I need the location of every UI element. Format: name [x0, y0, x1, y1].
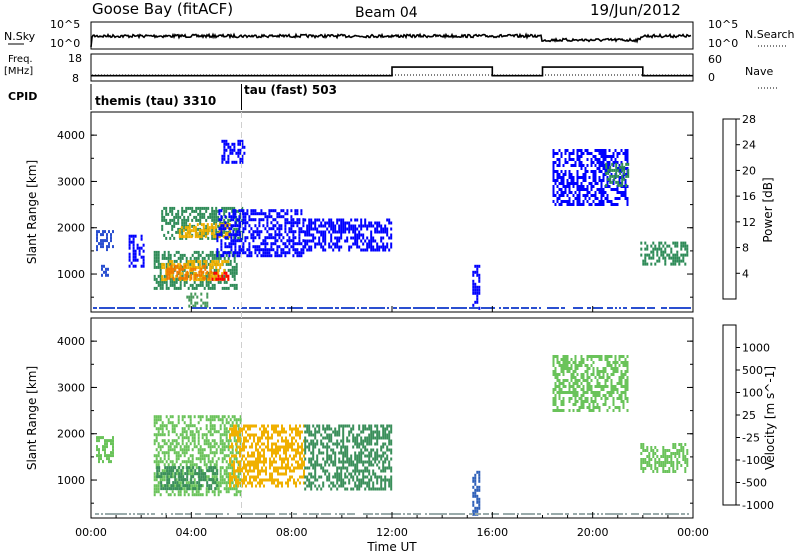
noise-sky-label: N.Sky [4, 30, 36, 43]
freq-tick-top: 18 [68, 52, 82, 65]
power-region [216, 209, 305, 258]
power-region [605, 162, 630, 187]
power-region [552, 149, 629, 206]
y-tick-label: 2000 [57, 222, 85, 235]
power-region [221, 139, 246, 164]
power-region [186, 292, 209, 308]
power-y-axis: 1000 2000 3000 4000 [57, 129, 693, 298]
freq-label-2: [MHz] [4, 66, 33, 77]
velocity-region [229, 424, 305, 488]
nave-tick-bottom: 0 [708, 71, 715, 84]
date-label: 19/Jun/2012 [590, 1, 681, 19]
colorbar-tick-label: 4 [742, 267, 749, 280]
cpid-segment-1: themis (tau) 3310 [95, 94, 216, 108]
time-x-axis: 00:00 04:00 08:00 12:00 16:00 20:00 00:00 [75, 306, 709, 539]
station-title: Goose Bay (fitACF) [92, 0, 233, 18]
power-region [472, 264, 481, 310]
y-tick-label: 4000 [57, 129, 85, 142]
colorbar-tick-label: 20 [742, 164, 756, 177]
colorbar-tick-label: 1000 [742, 342, 770, 355]
colorbar-tick-label: 12 [742, 216, 756, 229]
colorbar-tick-label: 500 [742, 364, 763, 377]
colorbar-tick-label: 24 [742, 139, 756, 152]
cpid-label: CPID [8, 90, 37, 103]
noise-panel-frame [90, 21, 694, 50]
colorbar-tick-label: 100 [742, 387, 763, 400]
y-tick-label: 3000 [57, 381, 85, 394]
power-colorbar-label: Power [dB] [761, 177, 775, 242]
velocity-y-label: Slant Range [km] [25, 366, 39, 470]
power-region [211, 271, 230, 281]
power-heatmap [93, 139, 691, 310]
power-region [166, 264, 213, 280]
power-region [96, 230, 114, 252]
y-tick-label: 1000 [57, 268, 85, 281]
colorbar-tick-label: 16 [742, 190, 756, 203]
x-tick-label: 04:00 [175, 526, 207, 539]
velocity-colorbar: 1000 500 100 25 -25 -100 -500 -1000 [722, 324, 774, 512]
cpid-segment-2: tau (fast) 503 [244, 83, 337, 97]
x-axis-label: Time UT [366, 540, 417, 554]
power-y-label: Slant Range [km] [25, 160, 39, 264]
y-tick-label: 3000 [57, 175, 85, 188]
power-region [128, 234, 145, 268]
colorbar-tick-label: -1000 [742, 499, 774, 512]
colorbar-tick-label: -500 [742, 477, 767, 490]
noise-sky-trace [90, 32, 692, 48]
colorbar-tick-label: 8 [742, 242, 749, 255]
velocity-colorbar-label: Velocity [m s^-1] [763, 366, 777, 470]
y-tick-label: 4000 [57, 335, 85, 348]
freq-tick-bottom: 8 [72, 72, 79, 85]
power-region [640, 241, 689, 266]
nave-tick-top: 60 [708, 53, 722, 66]
x-tick-label: 00:00 [677, 526, 709, 539]
velocity-region [552, 355, 629, 412]
y-tick-label: 1000 [57, 474, 85, 487]
y-tick-label: 2000 [57, 428, 85, 441]
x-tick-label: 20:00 [577, 526, 609, 539]
velocity-heatmap [95, 355, 689, 516]
velocity-region [640, 443, 689, 473]
freq-trace [91, 66, 693, 77]
velocity-y-axis: 1000 2000 3000 4000 [57, 335, 693, 504]
x-tick-label: 12:00 [376, 526, 408, 539]
velocity-region [304, 424, 393, 491]
power-region [101, 264, 109, 277]
freq-panel-frame [90, 53, 694, 82]
noise-left-tick-top: 10^5 [50, 18, 80, 31]
x-tick-label: 16:00 [476, 526, 508, 539]
beam-label: Beam 04 [355, 5, 418, 21]
power-region [304, 218, 393, 252]
x-tick-label: 08:00 [276, 526, 308, 539]
velocity-region [96, 436, 114, 464]
power-near-range-band [93, 307, 691, 309]
noise-left-tick-bottom: 10^0 [50, 37, 80, 50]
colorbar-frame [722, 324, 737, 506]
noise-right-tick-bottom: 10^0 [708, 37, 738, 50]
noise-right-tick-top: 10^5 [708, 18, 738, 31]
x-tick-label: 00:00 [75, 526, 107, 539]
velocity-region [472, 470, 481, 516]
colorbar-tick-label: 25 [742, 409, 756, 422]
colorbar-tick-label: 28 [742, 113, 756, 126]
colorbar-frame [722, 118, 737, 300]
noise-search-label: N.Search [745, 28, 795, 41]
colorbar-tick-label: -100 [742, 454, 767, 467]
noise-sky-line [90, 32, 692, 48]
colorbar-tick-label: -25 [742, 432, 760, 445]
velocity-region [156, 466, 219, 491]
power-colorbar: 4 8 12 16 20 24 28 [722, 113, 756, 300]
freq-label-1: Freq. [8, 54, 33, 65]
nave-label: Nave [745, 65, 773, 78]
